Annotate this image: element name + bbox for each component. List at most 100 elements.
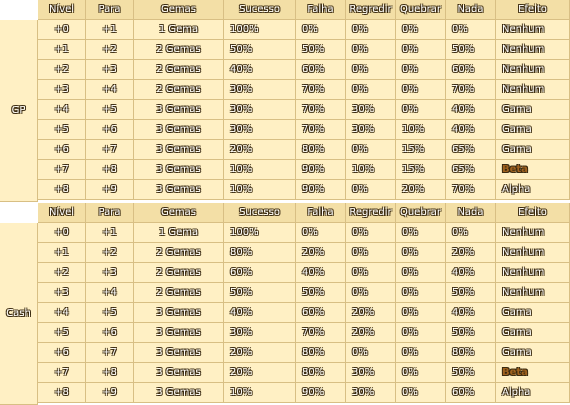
table-cell-efeito: Gama — [496, 303, 570, 323]
table-cell-para: +3 — [86, 60, 134, 80]
table-cell-efeito: Gama — [496, 140, 570, 160]
table-cell-nada: 65% — [446, 160, 496, 180]
table-cell-nada: 50% — [446, 323, 496, 343]
table-cell-para: +8 — [86, 160, 134, 180]
table-cell-sucesso: 80% — [224, 243, 296, 263]
table-cell-efeito: Alpha — [496, 180, 570, 200]
table-cell-para: +2 — [86, 40, 134, 60]
table-cell-falha: 0% — [296, 223, 346, 243]
table-cell-regredir: 0% — [346, 223, 396, 243]
table-cell-para: +9 — [86, 383, 134, 403]
header-falha: Falha — [296, 203, 346, 223]
table-cell-nivel: +0 — [38, 20, 86, 40]
table-cell-sucesso: 50% — [224, 40, 296, 60]
table-cell-para: +4 — [86, 80, 134, 100]
table-cell-nivel: +2 — [38, 263, 86, 283]
table-cell-nada: 80% — [446, 343, 496, 363]
table-cell-efeito: Nenhum — [496, 283, 570, 303]
table-cell-gemas: 3 Gemas — [134, 120, 224, 140]
table-cell-efeito: Gama — [496, 323, 570, 343]
table-cell-sucesso: 40% — [224, 60, 296, 80]
table-cell-nivel: +8 — [38, 383, 86, 403]
table-cell-nivel: +0 — [38, 223, 86, 243]
table-cell-falha: 70% — [296, 323, 346, 343]
table-cell-efeito: Nenhum — [496, 243, 570, 263]
table-cell-regredir: 30% — [346, 120, 396, 140]
table-cell-efeito: Nenhum — [496, 40, 570, 60]
table-cell-quebrar: 0% — [396, 243, 446, 263]
table-cell-nivel: +5 — [38, 323, 86, 343]
table-cell-nivel: +4 — [38, 100, 86, 120]
table-cell-para: +1 — [86, 223, 134, 243]
table-cell-para: +5 — [86, 100, 134, 120]
table-cell-efeito: Nenhum — [496, 20, 570, 40]
header-efeito: Efeito — [496, 0, 570, 20]
table-cell-nada: 70% — [446, 80, 496, 100]
table-cell-nivel: +7 — [38, 160, 86, 180]
header-falha: Falha — [296, 0, 346, 20]
table-cell-para: +3 — [86, 263, 134, 283]
table-cell-nivel: +2 — [38, 60, 86, 80]
table-cell-quebrar: 0% — [396, 263, 446, 283]
table-cell-nivel: +8 — [38, 180, 86, 200]
table-cell-gemas: 3 Gemas — [134, 383, 224, 403]
table-cell-efeito: Nenhum — [496, 60, 570, 80]
header-gemas: Gemas — [134, 203, 224, 223]
table-cell-quebrar: 0% — [396, 80, 446, 100]
table-cell-gemas: 3 Gemas — [134, 303, 224, 323]
header-gemas: Gemas — [134, 0, 224, 20]
header-regredir: Regredir — [346, 0, 396, 20]
header-para: Para — [86, 203, 134, 223]
table-cell-nada: 40% — [446, 303, 496, 323]
header-nada: Nada — [446, 0, 496, 20]
table-cell-quebrar: 15% — [396, 140, 446, 160]
table-cell-sucesso: 100% — [224, 20, 296, 40]
table-cell-nada: 20% — [446, 243, 496, 263]
table-cell-nada: 50% — [446, 363, 496, 383]
table-cell-gemas: 2 Gemas — [134, 80, 224, 100]
table-cell-para: +8 — [86, 363, 134, 383]
table-cell-nada: 0% — [446, 20, 496, 40]
table-cell-nada: 60% — [446, 60, 496, 80]
table-cell-para: +9 — [86, 180, 134, 200]
table-cell-gemas: 2 Gemas — [134, 40, 224, 60]
table-cell-nivel: +1 — [38, 40, 86, 60]
table-cell-nivel: +1 — [38, 243, 86, 263]
table-cell-efeito: Nenhum — [496, 80, 570, 100]
table-cell-falha: 60% — [296, 303, 346, 323]
table-cell-sucesso: 10% — [224, 383, 296, 403]
table-cell-nivel: +7 — [38, 363, 86, 383]
table-cell-nivel: +6 — [38, 343, 86, 363]
table-cell-quebrar: 15% — [396, 160, 446, 180]
table-cell-nada: 70% — [446, 180, 496, 200]
table-cell-sucesso: 40% — [224, 303, 296, 323]
table-cell-falha: 70% — [296, 120, 346, 140]
table-cell-sucesso: 20% — [224, 343, 296, 363]
table-cell-falha: 80% — [296, 363, 346, 383]
table-cell-regredir: 0% — [346, 80, 396, 100]
table-cell-quebrar: 0% — [396, 20, 446, 40]
table-cell-gemas: 3 Gemas — [134, 180, 224, 200]
table-cell-gemas: 2 Gemas — [134, 263, 224, 283]
table-cell-quebrar: 10% — [396, 120, 446, 140]
table-cell-regredir: 0% — [346, 60, 396, 80]
table-cell-regredir: 0% — [346, 243, 396, 263]
table-cell-falha: 90% — [296, 383, 346, 403]
table-cell-sucesso: 50% — [224, 283, 296, 303]
table-cell-regredir: 0% — [346, 40, 396, 60]
table-cell-falha: 60% — [296, 60, 346, 80]
table-cell-nada: 40% — [446, 263, 496, 283]
table-cell-quebrar: 0% — [396, 283, 446, 303]
table-cell-regredir: 10% — [346, 160, 396, 180]
table-cell-quebrar: 0% — [396, 100, 446, 120]
table-cell-sucesso: 30% — [224, 100, 296, 120]
table-cell-nada: 50% — [446, 40, 496, 60]
table-cell-nada: 65% — [446, 140, 496, 160]
table-cell-efeito: Beta — [496, 363, 570, 383]
table-cell-efeito: Gama — [496, 343, 570, 363]
table-cell-regredir: 0% — [346, 140, 396, 160]
table-cell-falha: 50% — [296, 40, 346, 60]
table-cell-quebrar: 0% — [396, 323, 446, 343]
header-nivel: Nível — [38, 0, 86, 20]
